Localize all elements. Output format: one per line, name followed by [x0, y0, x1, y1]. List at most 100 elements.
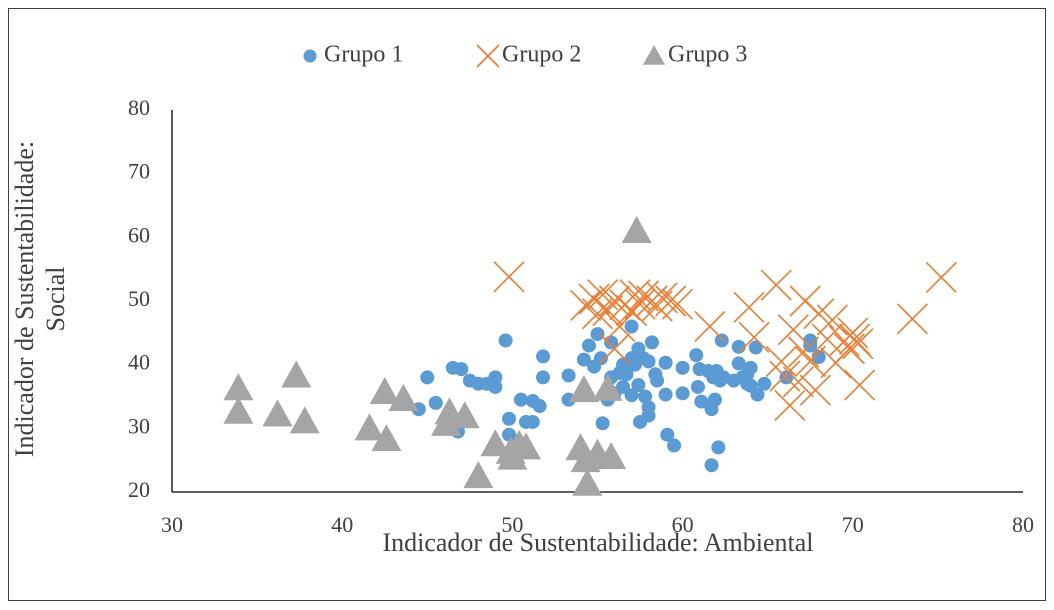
point — [598, 285, 631, 317]
y-tick-label: 50 — [128, 286, 150, 311]
point — [641, 400, 656, 415]
point — [592, 294, 624, 327]
point — [596, 441, 627, 469]
point — [624, 319, 639, 334]
point — [731, 356, 746, 371]
y-tick-label: 40 — [128, 350, 150, 375]
point — [733, 291, 765, 323]
point — [760, 269, 792, 301]
y-tick-label: 30 — [128, 413, 150, 438]
legend-marker — [303, 49, 317, 63]
point — [431, 408, 462, 436]
point — [694, 394, 709, 409]
legend-marker — [476, 44, 500, 68]
point — [371, 424, 402, 452]
point — [616, 357, 631, 372]
x-tick-label: 30 — [161, 512, 183, 537]
point — [667, 438, 682, 453]
point — [731, 339, 746, 354]
point — [511, 432, 542, 460]
point — [388, 384, 419, 412]
point — [750, 387, 765, 402]
point — [707, 392, 722, 407]
y-axis-label: Indicador de Sustentabilidade: Social — [10, 140, 70, 458]
point — [774, 389, 806, 421]
point — [816, 304, 848, 336]
point — [896, 303, 928, 335]
point — [658, 387, 673, 402]
point — [525, 414, 540, 429]
point — [709, 364, 724, 379]
point — [572, 468, 603, 496]
point — [844, 369, 876, 401]
point — [811, 350, 826, 365]
point — [837, 317, 869, 349]
point — [561, 392, 576, 407]
point — [787, 336, 820, 368]
point — [420, 370, 435, 385]
point — [641, 354, 656, 369]
point — [738, 321, 770, 353]
point — [660, 427, 675, 442]
point — [598, 333, 631, 365]
point — [581, 338, 596, 353]
point — [711, 440, 726, 455]
point — [493, 261, 525, 293]
point — [638, 389, 653, 404]
y-tick-label: 60 — [128, 222, 150, 247]
point — [604, 310, 636, 343]
point — [641, 290, 673, 322]
x-tick-label: 40 — [331, 512, 353, 537]
point — [704, 458, 719, 473]
point — [658, 355, 673, 370]
point — [661, 288, 694, 320]
point — [223, 373, 254, 401]
point — [354, 413, 385, 441]
point — [223, 396, 254, 424]
legend-marker — [643, 45, 665, 65]
point — [714, 333, 729, 348]
x-tick-label: 80 — [1012, 512, 1034, 537]
point — [454, 362, 469, 377]
point — [498, 333, 513, 348]
point — [650, 373, 665, 388]
point — [631, 378, 646, 393]
chart-frame — [8, 8, 1046, 601]
point — [757, 376, 772, 391]
y-tick-label: 20 — [128, 477, 150, 502]
point — [561, 368, 576, 383]
point — [581, 298, 614, 330]
point — [689, 348, 704, 363]
point — [593, 351, 608, 366]
point — [675, 360, 690, 375]
point — [262, 399, 293, 427]
point — [369, 377, 400, 405]
point — [578, 283, 610, 315]
x-axis-label: Indicador de Sustentabilidade: Ambiental — [382, 528, 813, 557]
x-tick-label: 50 — [501, 512, 523, 537]
point — [536, 370, 551, 385]
legend-label: Grupo 2 — [502, 42, 581, 68]
point — [513, 392, 528, 407]
point — [740, 367, 755, 382]
point — [289, 406, 320, 434]
point — [463, 461, 494, 489]
point — [655, 285, 687, 317]
legend-label: Grupo 1 — [324, 42, 403, 68]
point — [646, 282, 678, 314]
legend-label: Grupo 3 — [668, 42, 747, 68]
x-tick-label: 60 — [672, 512, 694, 537]
point — [590, 327, 605, 342]
point — [624, 388, 639, 403]
point — [449, 401, 480, 429]
point — [777, 314, 809, 346]
point — [690, 379, 705, 394]
point — [748, 340, 763, 355]
point — [281, 360, 312, 388]
point — [428, 395, 443, 410]
point — [799, 374, 831, 406]
point — [765, 345, 797, 378]
point — [794, 345, 826, 378]
